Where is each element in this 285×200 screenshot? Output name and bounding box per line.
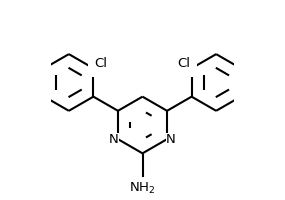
Text: N: N	[109, 133, 119, 146]
Text: Cl: Cl	[178, 57, 191, 70]
Text: NH$_2$: NH$_2$	[129, 181, 156, 196]
Text: N: N	[166, 133, 176, 146]
Text: Cl: Cl	[94, 57, 107, 70]
